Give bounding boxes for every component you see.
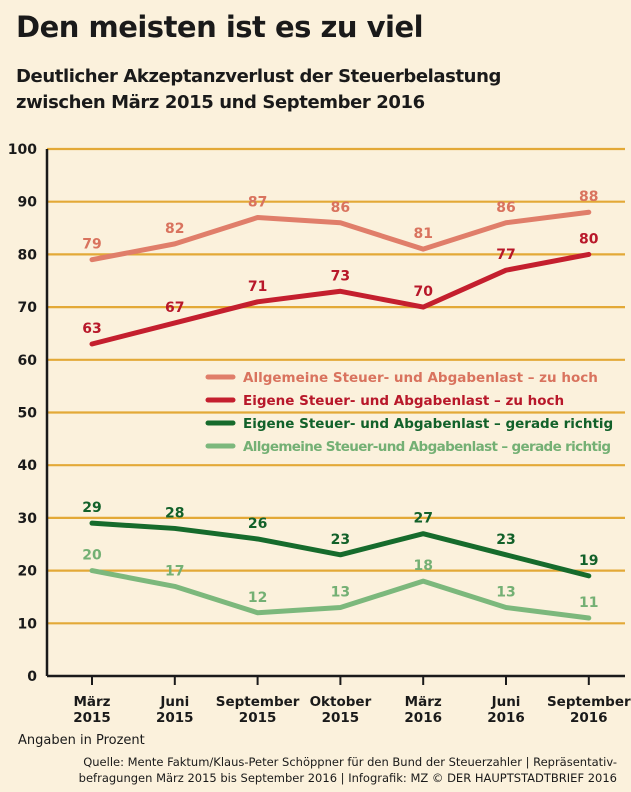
chart-title: Den meisten ist es zu viel (16, 10, 424, 44)
data-label-series-4: 20 (82, 548, 102, 564)
x-tick-label-month: September (547, 694, 631, 710)
data-label-series-3: 28 (165, 505, 184, 521)
x-tick-label-month: Juni (159, 694, 189, 710)
y-tick-label-50: 50 (18, 406, 38, 422)
source-line-1: Quelle: Mente Faktum/Klaus-Peter Schöppn… (83, 755, 617, 769)
chart-subtitle-line-1: Deutlicher Akzeptanzverlust der Steuerbe… (16, 66, 501, 87)
y-axis-ticks: 0 10 20 30 40 50 60 70 80 90 100 (8, 142, 37, 685)
x-tick-label-year: 2015 (322, 710, 360, 726)
data-label-series-1: 87 (248, 195, 267, 211)
data-label-series-2: 71 (248, 279, 267, 295)
source-line-2: befragungen März 2015 bis September 2016… (78, 771, 617, 785)
data-label-series-1: 86 (496, 200, 515, 216)
x-tick-label-month: März (405, 694, 442, 710)
units-note: Angaben in Prozent (18, 733, 145, 748)
gridlines (47, 147, 625, 625)
data-label-series-2: 67 (165, 300, 184, 316)
y-tick-label-100: 100 (8, 142, 37, 158)
data-label-series-1: 81 (413, 226, 432, 242)
data-label-series-1: 79 (82, 237, 101, 253)
y-tick-label-40: 40 (18, 458, 38, 474)
chart-subtitle-line-2: zwischen März 2015 und September 2016 (16, 92, 425, 113)
data-label-series-4: 18 (413, 558, 432, 574)
y-tick-label-80: 80 (18, 247, 38, 263)
x-tick-label-month: Juni (491, 694, 521, 710)
x-tick-label-year: 2016 (404, 710, 442, 726)
x-tick-label-year: 2015 (73, 710, 111, 726)
data-label-series-2: 77 (496, 247, 515, 263)
x-axis-ticks: März2015Juni2015September2015Oktober2015… (73, 676, 631, 726)
data-label-series-4: 11 (579, 595, 598, 611)
series-line-3 (89, 520, 592, 579)
data-label-series-4: 17 (165, 563, 184, 579)
legend-label-3: Eigene Steuer- und Abgabenlast – gerade … (243, 416, 613, 432)
data-label-series-2: 80 (579, 231, 599, 247)
legend-label-4: Allgemeine Steuer-und Abgabenlast – gera… (243, 439, 611, 455)
data-label-series-3: 29 (82, 500, 101, 516)
data-label-series-3: 26 (248, 516, 267, 532)
y-tick-label-30: 30 (18, 511, 38, 527)
series-line-4 (89, 568, 592, 621)
series-line-1 (89, 209, 592, 263)
data-label-series-3: 27 (413, 511, 432, 527)
data-label-series-1: 82 (165, 221, 184, 237)
series-line-2 (89, 251, 592, 347)
data-label-series-3: 19 (579, 553, 598, 569)
series-lines (89, 209, 592, 621)
data-label-series-2: 70 (413, 284, 433, 300)
data-label-series-2: 63 (82, 321, 101, 337)
legend-label-1: Allgemeine Steuer- und Abgabenlast – zu … (243, 370, 598, 386)
data-label-series-4: 13 (496, 584, 515, 600)
y-tick-label-60: 60 (18, 353, 38, 369)
x-tick-label-month: März (73, 694, 110, 710)
data-label-series-1: 88 (579, 189, 598, 205)
x-tick-label-year: 2015 (156, 710, 194, 726)
y-tick-label-10: 10 (18, 616, 38, 632)
y-tick-label-90: 90 (18, 195, 38, 211)
y-tick-label-20: 20 (18, 564, 38, 580)
data-label-series-3: 23 (331, 532, 350, 548)
legend-label-2: Eigene Steuer- und Abgabenlast – zu hoch (243, 393, 564, 409)
x-tick-label-year: 2016 (487, 710, 525, 726)
data-labels: 79 82 87 86 81 86 88 63 67 71 73 70 77 80 29 28 26 23 27 23… (82, 189, 599, 611)
data-label-series-4: 12 (248, 590, 267, 606)
x-tick-label-month: September (216, 694, 300, 710)
x-tick-label-year: 2016 (570, 710, 608, 726)
x-tick-label-year: 2015 (239, 710, 277, 726)
y-tick-label-70: 70 (18, 300, 38, 316)
data-label-series-2: 73 (331, 268, 350, 284)
axes (45, 149, 625, 678)
data-label-series-3: 23 (496, 532, 515, 548)
y-tick-label-0: 0 (27, 669, 37, 685)
legend: Allgemeine Steuer- und Abgabenlast – zu … (205, 370, 613, 455)
data-label-series-1: 86 (331, 200, 350, 216)
x-tick-label-month: Oktober (310, 694, 372, 710)
data-label-series-4: 13 (331, 584, 350, 600)
